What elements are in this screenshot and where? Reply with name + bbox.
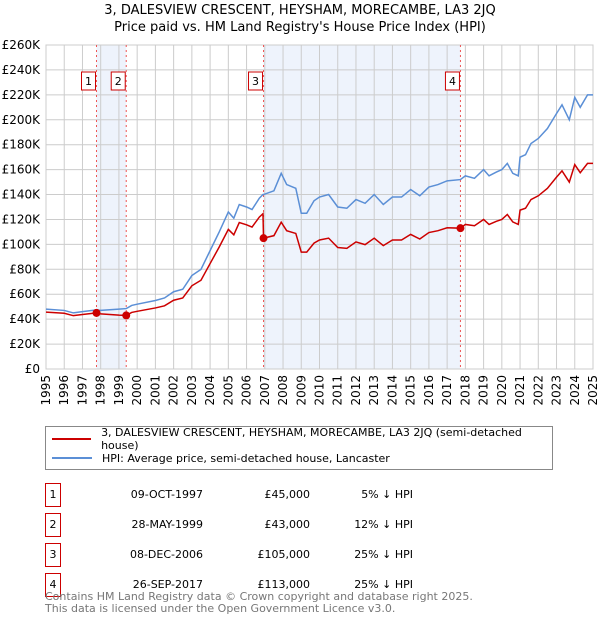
x-tick-label: 2008 xyxy=(276,375,290,406)
x-tick-label: 2009 xyxy=(294,375,308,406)
sale-marker-label: 1 xyxy=(85,75,92,88)
x-tick-label: 2003 xyxy=(185,375,199,406)
sale-row: 4 26-SEP-2017 £113,000 25% ↓ HPI xyxy=(45,573,445,597)
footer-copyright: Contains HM Land Registry data © Crown c… xyxy=(45,590,473,603)
x-tick-label: 2022 xyxy=(531,375,545,406)
sale-row: 3 08-DEC-2006 £105,000 25% ↓ HPI xyxy=(45,543,445,567)
x-tick-label: 2001 xyxy=(148,375,162,406)
y-tick-label: £220K xyxy=(2,88,42,102)
sale-point xyxy=(259,234,268,243)
x-tick-label: 2015 xyxy=(404,375,418,406)
sale-number: 3 xyxy=(45,543,61,567)
x-tick-label: 2012 xyxy=(349,375,363,406)
sale-marker-box xyxy=(81,71,97,91)
sale-hpi-diff: 25% ↓ HPI xyxy=(354,548,413,561)
x-tick-label: 2023 xyxy=(550,375,564,406)
chart-title: 3, DALESVIEW CRESCENT, HEYSHAM, MORECAMB… xyxy=(104,3,496,18)
sale-price: £45,000 xyxy=(264,488,311,501)
sale-date: 26-SEP-2017 xyxy=(132,578,203,591)
sale-price: £43,000 xyxy=(264,518,311,531)
y-tick-label: £200K xyxy=(2,113,42,127)
x-tick-label: 2004 xyxy=(203,375,217,406)
legend-blue-line xyxy=(52,457,92,459)
sale-row: 1 09-OCT-1997 £45,000 5% ↓ HPI xyxy=(45,483,445,507)
x-tick-label: 1999 xyxy=(112,375,126,406)
x-tick-label: 2007 xyxy=(258,375,272,406)
y-tick-label: £120K xyxy=(2,212,42,226)
x-tick-label: 2013 xyxy=(367,375,381,406)
sale-date: 08-DEC-2006 xyxy=(129,548,203,561)
sale-marker-label: 3 xyxy=(252,75,259,88)
sale-price: £105,000 xyxy=(257,548,311,561)
y-tick-label: £0 xyxy=(25,362,40,376)
sale-hpi-diff: 5% ↓ HPI xyxy=(361,488,413,501)
footer-licence: This data is licensed under the Open Gov… xyxy=(45,602,396,615)
price-chart: £0 £20K £40K £60K £80K £100K £120K £140K £160K £1… xyxy=(2,38,600,406)
x-tick-label: 1995 xyxy=(39,375,53,406)
x-tick-label: 2020 xyxy=(495,375,509,406)
x-tick-label: 2018 xyxy=(458,375,472,406)
x-tick-label: 2016 xyxy=(422,375,436,406)
sale-hpi-diff: 12% ↓ HPI xyxy=(354,518,413,531)
sale-date: 28-MAY-1999 xyxy=(131,518,203,531)
sale-date: 09-OCT-1997 xyxy=(130,488,203,501)
y-tick-label: £20K xyxy=(9,337,41,351)
x-tick-label: 2005 xyxy=(221,375,235,406)
y-tick-label: £140K xyxy=(2,188,42,202)
sale-marker-label: 2 xyxy=(115,75,122,88)
sale-point xyxy=(456,224,465,233)
sale-hpi-diff: 25% ↓ HPI xyxy=(354,578,413,591)
legend-red-line xyxy=(52,438,92,440)
sale-marker-box xyxy=(444,71,460,91)
x-tick-label: 2002 xyxy=(167,375,181,406)
sale-marker-label: 4 xyxy=(449,75,456,88)
sale-row: 2 28-MAY-1999 £43,000 12% ↓ HPI xyxy=(45,513,445,537)
y-tick-label: £160K xyxy=(2,163,42,177)
y-tick-label: £100K xyxy=(2,237,42,251)
x-tick-label: 2006 xyxy=(240,375,254,406)
legend: 3, DALESVIEW CRESCENT, HEYSHAM, MORECAMB… xyxy=(45,426,553,470)
y-tick-label: £240K xyxy=(2,63,42,77)
plot-border xyxy=(45,44,594,370)
sale-marker-box xyxy=(248,71,264,91)
x-tick-label: 2025 xyxy=(586,375,600,406)
sale-point xyxy=(122,311,131,320)
x-tick-label: 2017 xyxy=(440,375,454,406)
x-tick-label: 2024 xyxy=(568,375,582,406)
sale-marker-box xyxy=(110,71,126,91)
x-tick-label: 1998 xyxy=(94,375,108,406)
x-tick-label: 2010 xyxy=(313,375,327,406)
x-tick-label: 1997 xyxy=(75,375,89,406)
legend-hpi: HPI: Average price, semi-detached house,… xyxy=(102,451,390,465)
sale-number: 4 xyxy=(45,573,61,597)
sale-number: 1 xyxy=(45,483,61,507)
x-tick-label: 1996 xyxy=(57,375,71,406)
x-tick-label: 2000 xyxy=(130,375,144,406)
y-tick-label: £60K xyxy=(9,287,41,301)
y-tick-label: £180K xyxy=(2,138,42,152)
chart-subtitle: Price paid vs. HM Land Registry's House … xyxy=(114,20,486,35)
sale-price: £113,000 xyxy=(257,578,311,591)
y-tick-label: £260K xyxy=(2,38,42,52)
x-tick-label: 2014 xyxy=(385,375,399,406)
legend-property: 3, DALESVIEW CRESCENT, HEYSHAM, MORECAMB… xyxy=(101,426,522,452)
series-line xyxy=(45,162,593,317)
shaded-range xyxy=(263,45,461,369)
x-tick-label: 2011 xyxy=(331,375,345,406)
y-tick-label: £40K xyxy=(9,312,41,326)
sale-number: 2 xyxy=(45,513,61,537)
sale-point xyxy=(92,308,101,317)
series-line xyxy=(45,94,593,314)
y-tick-label: £80K xyxy=(9,262,41,276)
x-tick-label: 2019 xyxy=(477,375,491,406)
x-tick-label: 2021 xyxy=(513,375,527,406)
